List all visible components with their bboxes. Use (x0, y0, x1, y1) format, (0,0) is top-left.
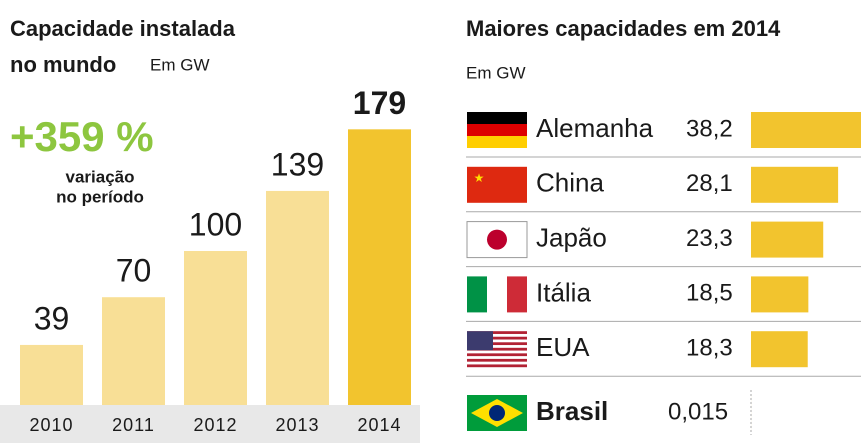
bar (751, 112, 861, 148)
category-label: EUA (536, 332, 590, 362)
flag (467, 166, 527, 203)
flag (466, 221, 528, 259)
value-label: 100 (189, 206, 242, 242)
category-label: Itália (536, 277, 591, 307)
flag (467, 124, 527, 136)
value-label: 39 (34, 300, 70, 336)
left-title-line: no mundo (10, 52, 116, 77)
flag (467, 336, 527, 340)
category-label: Alemanha (536, 113, 654, 143)
bar (751, 166, 839, 203)
flag (487, 276, 507, 313)
flag (467, 364, 527, 368)
value-label: 0,015 (668, 398, 728, 425)
bar (751, 331, 808, 368)
x-tick-label: 2012 (193, 415, 237, 435)
value-label: 38,2 (686, 115, 733, 142)
flag (467, 331, 493, 351)
flag (467, 112, 527, 124)
value-label: 70 (116, 253, 152, 289)
category-label: Brasil (536, 396, 608, 426)
value-label: 28,1 (686, 170, 733, 197)
annotation: +359 % (10, 113, 154, 160)
flag (507, 276, 527, 313)
x-tick-label: 2013 (275, 415, 319, 435)
right-subtitle: Em GW (466, 63, 526, 82)
bar (348, 129, 411, 405)
annotation-note: no período (56, 187, 144, 206)
value-label: 23,3 (686, 225, 733, 252)
bar (751, 221, 824, 258)
bar (751, 276, 809, 313)
left-subtitle: Em GW (150, 55, 210, 74)
flag (487, 229, 507, 250)
flag: ★ (474, 171, 485, 185)
left-title-line: Capacidade instalada (10, 16, 236, 41)
flag (489, 405, 505, 421)
flag (467, 342, 527, 346)
x-tick-label: 2011 (112, 415, 155, 435)
flag (467, 331, 527, 334)
flag (467, 276, 487, 313)
value-label: 18,3 (686, 335, 733, 362)
value-label: 139 (271, 146, 324, 182)
right-title: Maiores capacidades em 2014 (466, 16, 781, 41)
flag (467, 358, 527, 362)
flag (467, 347, 527, 351)
annotation-note: variação (66, 167, 135, 186)
category-label: China (536, 168, 604, 198)
category-label: Japão (536, 222, 607, 252)
year-band (0, 405, 420, 443)
value-label: 179 (353, 85, 406, 121)
x-tick-label: 2014 (357, 415, 401, 435)
bar (20, 344, 83, 405)
flag (467, 136, 527, 148)
flag (467, 353, 527, 357)
bar (102, 297, 165, 405)
bar (266, 190, 329, 405)
x-tick-label: 2010 (29, 415, 73, 435)
bar (184, 251, 247, 405)
value-label: 18,5 (686, 280, 733, 307)
